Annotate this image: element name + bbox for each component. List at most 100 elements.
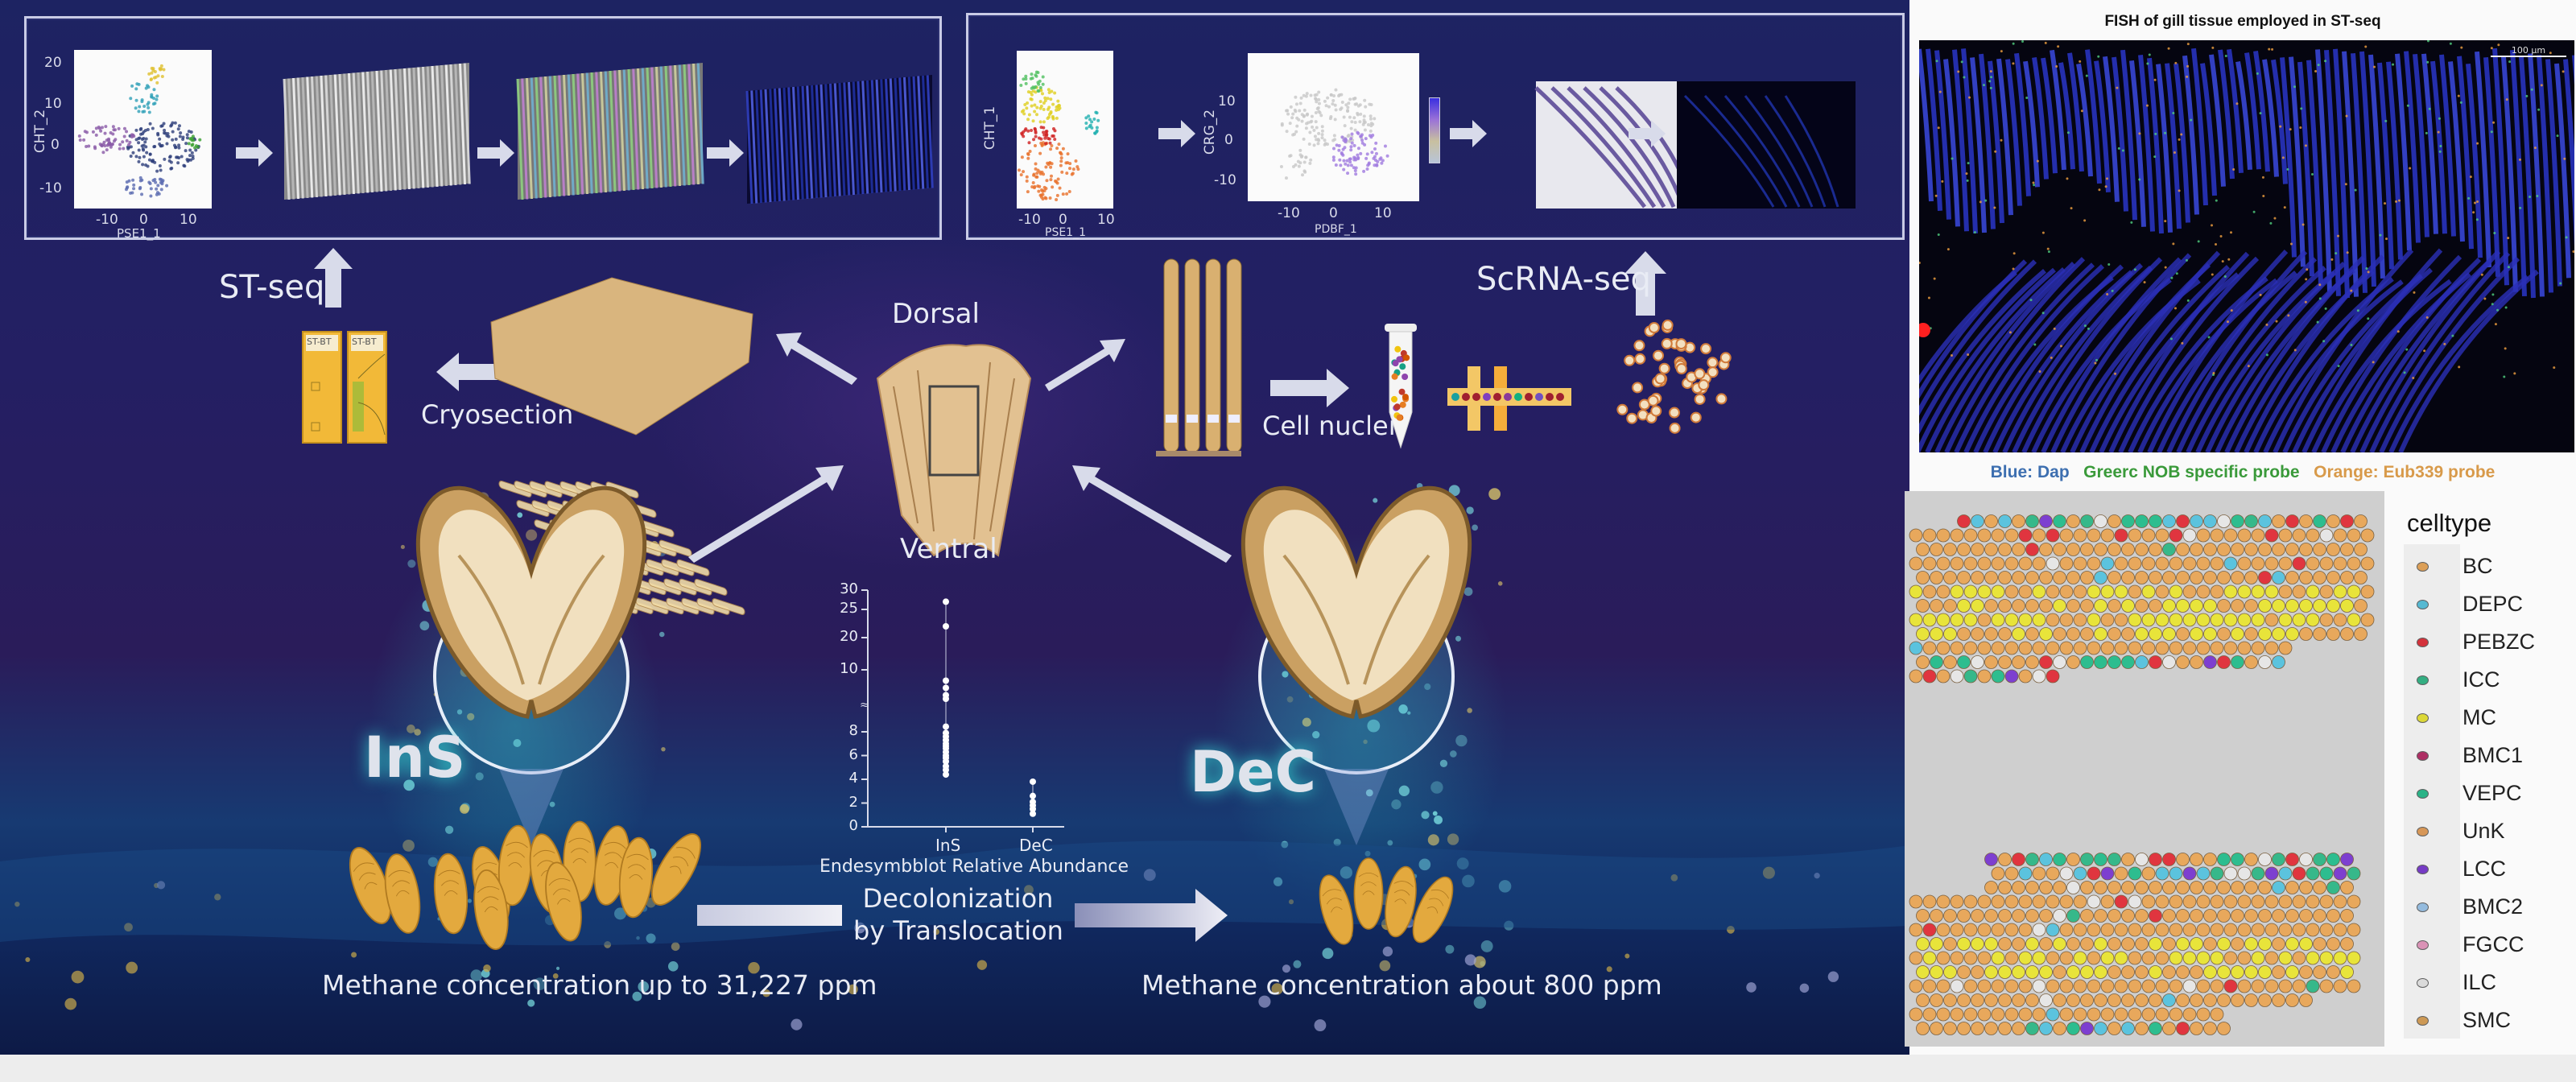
spot-mc [1984, 965, 1998, 979]
cell-point [1040, 143, 1044, 147]
probe-signal [2174, 61, 2178, 64]
spot-bc [2326, 514, 2340, 528]
lamella [459, 63, 466, 185]
scrna-tsne-color-plot [1017, 51, 1113, 209]
spot-mc [2155, 613, 2169, 627]
lamella [815, 85, 823, 198]
cell-point [141, 163, 145, 167]
spot-bc [1984, 655, 1998, 669]
scrna-tsne-gray-plot [1248, 53, 1419, 201]
cell-point [1044, 165, 1048, 169]
spot-mc [2169, 584, 2183, 599]
lamella [632, 68, 640, 190]
cell-point [1315, 100, 1319, 104]
spot-bc [1909, 979, 1923, 993]
cell-point [1371, 133, 1375, 137]
cell-point [1362, 114, 1366, 118]
lamella-signal [2218, 49, 2235, 180]
lamella [417, 67, 425, 188]
spot-bc [2004, 951, 2019, 965]
cell-point [109, 145, 113, 149]
probe-signal [2197, 240, 2200, 243]
cell-point [1356, 147, 1360, 151]
cell-point [137, 137, 141, 141]
spot-bc [2223, 528, 2238, 543]
cell-point [1043, 99, 1047, 103]
cell-point [144, 137, 148, 141]
lamella [403, 68, 411, 190]
lamella-signal [2089, 264, 2231, 452]
filament-band [1187, 415, 1198, 423]
spot-bc [1957, 993, 1971, 1007]
cell-point [1020, 155, 1024, 159]
spot-bc [2025, 655, 2039, 669]
cell-point [158, 163, 162, 167]
spot-icc [2107, 853, 2121, 866]
y-tick-label: 10 [840, 660, 858, 677]
cell-point [1025, 179, 1029, 183]
spot-bc [1963, 979, 1978, 993]
spot-bc [2196, 556, 2211, 571]
spot-bc [2264, 556, 2279, 571]
cell-point [138, 155, 142, 159]
probe-signal [2480, 273, 2483, 276]
spot-mc [2203, 627, 2217, 641]
tissue-section-image [1534, 81, 1695, 209]
cell-point [1039, 137, 1043, 141]
bubble [156, 881, 166, 890]
spot-bc [1950, 556, 1964, 571]
probe-signal [2059, 345, 2062, 348]
cell-point [122, 134, 126, 138]
legend-item: SMC [2401, 1001, 2535, 1039]
bubble [636, 935, 640, 940]
probe-signal [2186, 299, 2190, 302]
cell-point [1043, 196, 1047, 200]
legend-item: PEBZC [2401, 623, 2535, 661]
decolonization-label: Decolonization by Translocation [853, 882, 1063, 947]
mussel [433, 853, 469, 935]
spot-depc [2094, 571, 2107, 584]
cell-point [1323, 99, 1327, 103]
cell-point [1373, 117, 1377, 121]
probe-signal [2556, 134, 2559, 138]
spot-bc [1916, 655, 1930, 669]
spot-bc [1916, 909, 1930, 923]
cell-point [126, 147, 130, 151]
cell-point [99, 129, 103, 133]
cell-point [1285, 130, 1289, 134]
cell [1626, 412, 1638, 424]
spot-ilc [2032, 669, 2046, 683]
bubble [1814, 873, 1820, 879]
spot-mc [2285, 965, 2299, 979]
spot-lcc [2039, 514, 2053, 528]
cell-point [1294, 130, 1298, 134]
cell-point [106, 142, 110, 147]
spot-mc [1909, 613, 1923, 627]
probe-signal [1993, 206, 1996, 209]
spot-bc [2039, 571, 2053, 584]
spot-mc [2313, 599, 2326, 613]
spot-mc [2094, 627, 2107, 641]
probe-signal [2224, 55, 2227, 58]
mussel [650, 833, 702, 906]
cell-point [1353, 168, 1357, 172]
bubble [1382, 946, 1393, 957]
arrow-right-icon [1158, 120, 1195, 147]
spot-mc [2258, 965, 2272, 979]
spot-bc [2203, 937, 2217, 951]
spot-bc [2182, 641, 2197, 655]
spot-icc [2210, 866, 2224, 881]
lamella [917, 76, 925, 189]
cell-point [1312, 143, 1316, 147]
lamella-signal [1919, 267, 2056, 452]
cell-point [1374, 151, 1378, 155]
lamella-signal [2147, 250, 2289, 452]
cell-point [1326, 96, 1330, 100]
cell-point [165, 184, 169, 188]
lamella [889, 78, 897, 192]
spot-pebzc [2292, 556, 2306, 571]
spot-mc [2196, 613, 2211, 627]
spot-bc [2053, 571, 2066, 584]
cell-point [150, 159, 154, 163]
spot-bc [2025, 599, 2039, 613]
